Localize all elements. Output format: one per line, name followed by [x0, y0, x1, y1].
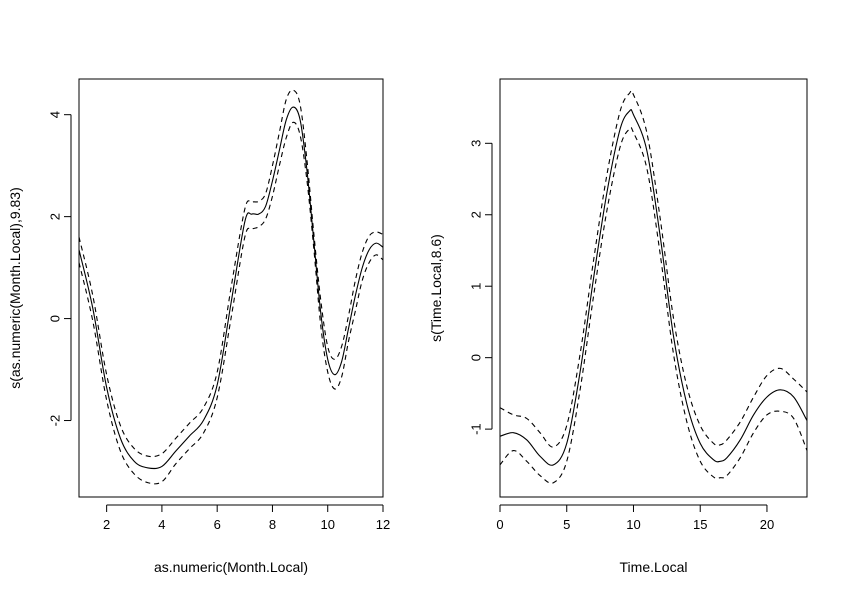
panel-month-smooth: 2 4 6 8 10 12 -2 0 2 4 as.numeric(Month.Local) s(as…: [7, 78, 390, 575]
x-tick-label: 0: [496, 517, 503, 532]
y-axis-title: s(as.numeric(Month.Local),9.83): [7, 187, 23, 389]
upper-confidence-band-line: [499, 89, 808, 448]
x-tick-label: 6: [214, 517, 221, 532]
x-tick-label: 20: [760, 517, 774, 532]
x-tick-label: 10: [320, 517, 334, 532]
smooth-estimate-line: [78, 106, 384, 470]
x-tick-label: 8: [269, 517, 276, 532]
x-axis-title: Time.Local: [620, 559, 688, 575]
plot-frame: [78, 78, 384, 498]
lower-confidence-band-line: [78, 121, 384, 485]
y-tick-label: -1: [469, 423, 484, 435]
plot-frame: [499, 78, 808, 498]
y-tick-label: 3: [469, 140, 484, 147]
y-tick-label: 4: [48, 111, 63, 118]
upper-confidence-band-line: [78, 89, 384, 458]
x-tick-label: 5: [563, 517, 570, 532]
x-tick-label: 10: [626, 517, 640, 532]
y-tick-label: 2: [48, 213, 63, 220]
y-tick-label: 0: [48, 315, 63, 322]
smooth-estimate-line: [499, 108, 808, 466]
x-tick-label: 4: [158, 517, 165, 532]
y-axis-title: s(Time.Local,8.6): [428, 234, 444, 342]
panel-time-smooth: 0 5 10 15 20 -1 0 1 2 3 Time.Local s(Time.Local,8.6…: [428, 78, 808, 575]
lower-confidence-band-line: [499, 126, 808, 484]
x-tick-label: 15: [693, 517, 707, 532]
y-tick-label: 1: [469, 283, 484, 290]
x-tick-label: 2: [103, 517, 110, 532]
y-tick-label: 2: [469, 211, 484, 218]
y-tick-label: 0: [469, 354, 484, 361]
x-axis-title: as.numeric(Month.Local): [154, 559, 308, 575]
x-tick-label: 12: [376, 517, 390, 532]
y-tick-label: -2: [48, 415, 63, 427]
